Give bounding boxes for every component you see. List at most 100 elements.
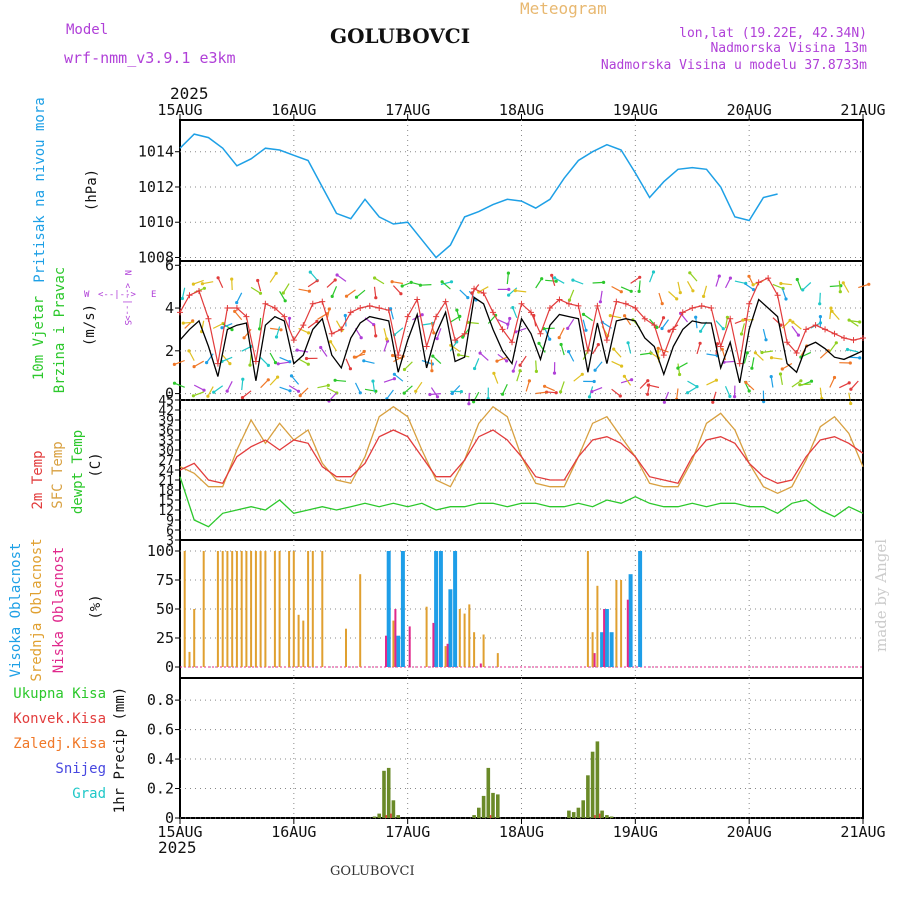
precip-tick-label: 0 [165, 809, 174, 827]
wind-gust-marker [404, 313, 411, 320]
wind-arrow [744, 282, 754, 291]
wind-arrow [695, 317, 698, 329]
wind-arrow [799, 383, 811, 386]
wind-gust-marker [527, 309, 534, 316]
wind-arrow [260, 379, 269, 389]
total-precip-bar [567, 810, 571, 818]
wind-arrow-head [373, 276, 377, 280]
wind-arrow-head [392, 372, 396, 376]
low-cloud-bar [593, 653, 596, 667]
wind-arrow [462, 327, 470, 338]
wind-arrow-head [440, 280, 444, 284]
wind-gust-marker [205, 315, 212, 322]
wind-arrow-head [637, 289, 641, 293]
wind-arrow [320, 347, 328, 357]
wind-arrow [404, 361, 413, 370]
wind-gust-marker [385, 307, 392, 314]
wind-arrow-head [279, 328, 283, 332]
wind-arrow-head [216, 276, 220, 280]
wind-arrow-head [467, 402, 471, 406]
high-cloud-bar [448, 589, 453, 667]
mid-cloud-bar [392, 620, 395, 667]
mid-cloud-bar [311, 551, 314, 667]
wind-arrow-head [662, 400, 667, 404]
cloud-ylabel-1: Visoka Oblacnost [8, 543, 24, 678]
wind-arrow [572, 279, 584, 285]
wind-panel: 0 2 4 6 [165, 256, 871, 406]
wind-arrow-head [362, 359, 366, 363]
wind-arrow-head [191, 319, 195, 323]
wind-arrow-head [751, 283, 755, 287]
wind-arrow-head [667, 329, 671, 333]
wind-arrow-head [276, 362, 280, 366]
x-tick-label: 15AUG [157, 101, 202, 119]
wind-gust-marker [575, 302, 582, 309]
temp-tick-label: 42 [158, 404, 174, 419]
wind-gust-marker [822, 326, 829, 333]
wind-arrow-head [779, 281, 783, 286]
wind-arrow-head [358, 391, 362, 395]
mid-cloud-bar [254, 551, 257, 667]
low-cloud-bar [432, 622, 435, 667]
wind-arrow-head [258, 327, 262, 331]
wind-arrow-head [741, 318, 745, 322]
wind-arrow-head [450, 391, 454, 396]
wind-arrow-head [747, 389, 751, 393]
wind-arrow-head [374, 296, 378, 300]
wind-arrow-head [655, 325, 659, 329]
wind-arrow [779, 373, 783, 386]
wind-arrow-head [798, 383, 802, 387]
wind-arrow [592, 344, 599, 355]
mid-cloud-bar [226, 551, 229, 667]
wind-arrow [420, 284, 432, 286]
wind-arrow [516, 370, 521, 382]
wind-arrow-head [698, 341, 702, 345]
wind-arrow-head [559, 390, 563, 394]
wind-arrow-head [675, 297, 679, 301]
wind-arrow-head [848, 361, 852, 365]
wind-arrow-head [751, 288, 756, 292]
wind-arrow [506, 318, 511, 330]
wind-arrow-head [660, 326, 664, 331]
wind-arrow-head [728, 394, 732, 398]
temp-ylabel-2: SFC Temp [50, 441, 66, 508]
mid-cloud-bar [216, 551, 219, 667]
low-cloud-bar [479, 663, 482, 667]
temp-tick-label: 33 [158, 434, 174, 449]
wind-arrow-head [287, 316, 292, 320]
compass-arrow-h: <--|--> [98, 290, 137, 300]
x-tick-label: 21AUG [840, 101, 885, 119]
wind-arrow-head [359, 336, 363, 340]
wind-arrow [568, 351, 575, 362]
low-cloud-bar [394, 609, 397, 667]
wind-arrow-head [622, 374, 627, 378]
wind-arrow [242, 390, 252, 399]
temp-tick-label: 15 [158, 494, 174, 509]
wind-arrow-head [702, 294, 706, 298]
temp-2m-line [179, 429, 864, 485]
temp-tick-label: 36 [158, 424, 174, 439]
wind-arrow [257, 280, 262, 292]
wind-arrow-head [180, 296, 184, 301]
wind-gust-marker [793, 349, 800, 356]
wind-arrow-head [430, 369, 434, 373]
wind-arrow-head [620, 364, 624, 368]
cloud-ylabel-2: Srednja Oblacnost [29, 538, 45, 681]
wind-arrow-head [661, 316, 666, 320]
wind-arrow [850, 380, 859, 390]
wind-arrow [639, 380, 649, 389]
wind-arrow-head [618, 394, 622, 398]
wind-arrow [502, 384, 508, 395]
wind-arrow-head [307, 289, 311, 293]
cloud-panel: 0 25 50 75 100 [147, 539, 864, 679]
wind-arrow-head [362, 349, 366, 354]
wind-arrow [506, 273, 509, 285]
high-cloud-bar [434, 551, 439, 667]
wind-arrow-head [390, 280, 394, 284]
wind-gust-marker [812, 322, 819, 329]
mid-cloud-bar [321, 551, 324, 667]
wind-gust-marker [442, 298, 449, 305]
pressure-tick-label: 1012 [138, 178, 174, 196]
wind-arrow [715, 275, 720, 287]
wind-arrow [279, 290, 286, 302]
